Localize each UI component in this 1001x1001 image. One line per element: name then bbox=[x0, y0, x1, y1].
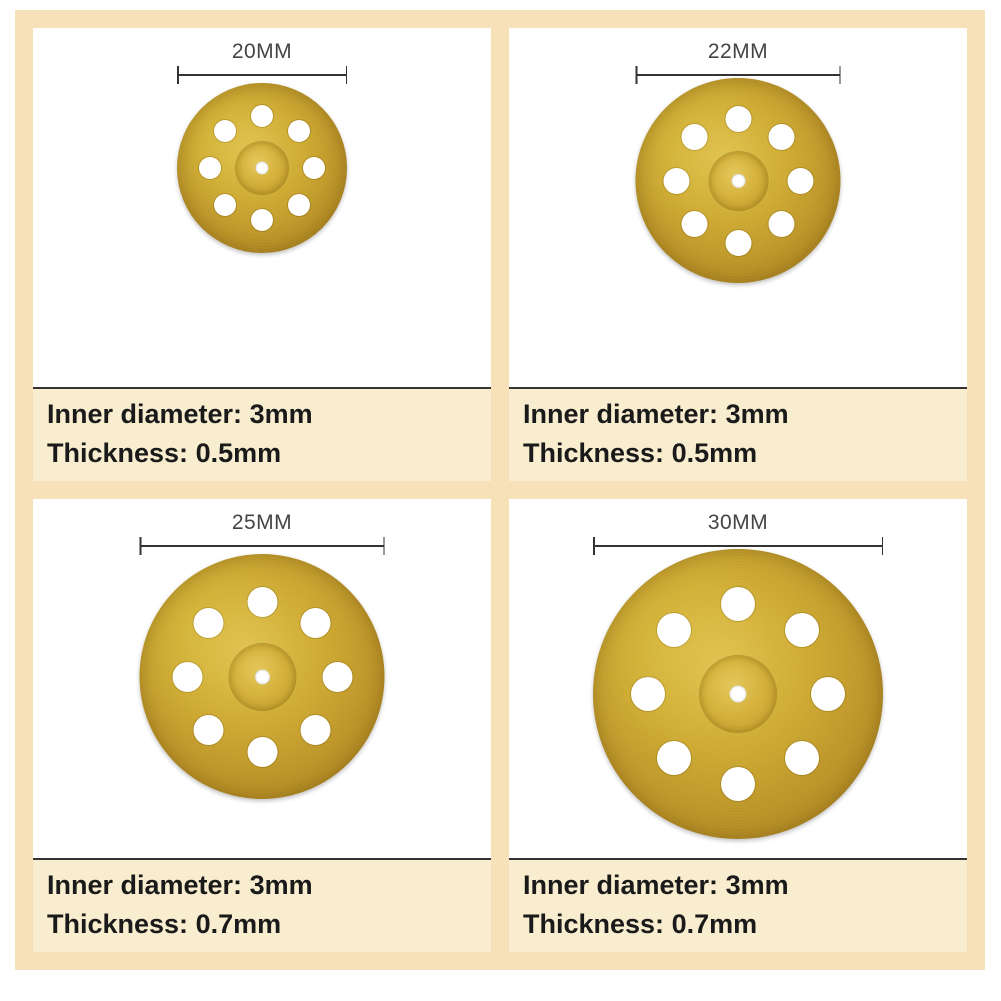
specs-box: Inner diameter: 3mm Thickness: 0.5mm bbox=[509, 387, 967, 481]
disc-hub bbox=[700, 656, 776, 732]
perforation-hole bbox=[251, 209, 273, 231]
dimension-indicator: 20MM bbox=[177, 40, 347, 84]
panel-25mm: 25MM Inner diameter: 3mm Thickness: 0.7m… bbox=[33, 499, 491, 952]
spec-label: Thickness: bbox=[47, 909, 188, 939]
perforation-hole bbox=[288, 120, 310, 142]
perforation-hole bbox=[663, 168, 689, 194]
perforation-hole bbox=[172, 662, 202, 692]
perforation-hole bbox=[251, 105, 273, 127]
center-hole bbox=[731, 174, 745, 188]
perforation-hole bbox=[787, 168, 813, 194]
spec-value: 0.5mm bbox=[672, 438, 758, 468]
spec-label: Inner diameter: bbox=[47, 399, 242, 429]
spec-value: 0.5mm bbox=[196, 438, 282, 468]
perforation-hole bbox=[300, 715, 330, 745]
spec-value: 0.7mm bbox=[196, 909, 282, 939]
inner-diameter-spec: Inner diameter: 3mm bbox=[47, 395, 477, 434]
disc-hub bbox=[709, 152, 767, 210]
product-grid: 20MM Inner diameter: 3mm Thickness: 0.5m… bbox=[15, 10, 985, 970]
disc-area: 25MM bbox=[33, 499, 491, 858]
perforation-hole bbox=[657, 741, 691, 775]
spec-label: Thickness: bbox=[47, 438, 188, 468]
spec-value: 3mm bbox=[726, 870, 789, 900]
perforation-hole bbox=[785, 741, 819, 775]
specs-box: Inner diameter: 3mm Thickness: 0.7mm bbox=[509, 858, 967, 952]
perforation-hole bbox=[288, 194, 310, 216]
perforation-hole bbox=[300, 608, 330, 638]
dimension-label: 22MM bbox=[708, 40, 768, 64]
spec-value: 3mm bbox=[250, 870, 313, 900]
perforation-hole bbox=[785, 613, 819, 647]
spec-label: Thickness: bbox=[523, 909, 664, 939]
inner-diameter-spec: Inner diameter: 3mm bbox=[47, 866, 477, 905]
thickness-spec: Thickness: 0.7mm bbox=[523, 905, 953, 944]
specs-box: Inner diameter: 3mm Thickness: 0.5mm bbox=[33, 387, 491, 481]
specs-box: Inner diameter: 3mm Thickness: 0.7mm bbox=[33, 858, 491, 952]
panel-20mm: 20MM Inner diameter: 3mm Thickness: 0.5m… bbox=[33, 28, 491, 481]
spec-value: 3mm bbox=[250, 399, 313, 429]
spec-value: 0.7mm bbox=[672, 909, 758, 939]
perforation-hole bbox=[194, 608, 224, 638]
perforation-hole bbox=[214, 194, 236, 216]
disc-icon bbox=[636, 78, 841, 283]
perforation-hole bbox=[199, 157, 221, 179]
perforation-hole bbox=[681, 211, 707, 237]
center-hole bbox=[256, 162, 269, 175]
perforation-hole bbox=[247, 587, 277, 617]
dimension-line bbox=[140, 537, 385, 555]
disc-icon bbox=[593, 549, 883, 839]
perforation-hole bbox=[214, 120, 236, 142]
perforation-hole bbox=[721, 767, 755, 801]
perforation-hole bbox=[631, 677, 665, 711]
center-hole bbox=[255, 669, 270, 684]
disc-hub bbox=[236, 142, 288, 194]
thickness-spec: Thickness: 0.5mm bbox=[47, 434, 477, 473]
inner-diameter-spec: Inner diameter: 3mm bbox=[523, 866, 953, 905]
disc-hub bbox=[229, 644, 295, 710]
thickness-spec: Thickness: 0.7mm bbox=[47, 905, 477, 944]
disc-area: 30MM bbox=[509, 499, 967, 858]
panel-30mm: 30MM Inner diameter: 3mm Thickness: 0.7m… bbox=[509, 499, 967, 952]
perforation-hole bbox=[247, 737, 277, 767]
perforation-hole bbox=[725, 106, 751, 132]
disc-icon bbox=[177, 83, 347, 253]
dimension-label: 30MM bbox=[708, 511, 768, 535]
disc-area: 22MM bbox=[509, 28, 967, 387]
panel-22mm: 22MM Inner diameter: 3mm Thickness: 0.5m… bbox=[509, 28, 967, 481]
dimension-label: 25MM bbox=[232, 511, 292, 535]
thickness-spec: Thickness: 0.5mm bbox=[523, 434, 953, 473]
spec-label: Inner diameter: bbox=[523, 870, 718, 900]
center-hole bbox=[730, 686, 747, 703]
perforation-hole bbox=[681, 124, 707, 150]
spec-value: 3mm bbox=[726, 399, 789, 429]
dimension-label: 20MM bbox=[232, 40, 292, 64]
perforation-hole bbox=[725, 230, 751, 256]
disc-area: 20MM bbox=[33, 28, 491, 387]
perforation-hole bbox=[721, 587, 755, 621]
disc-icon bbox=[140, 554, 385, 799]
perforation-hole bbox=[769, 124, 795, 150]
dimension-line bbox=[177, 66, 347, 84]
perforation-hole bbox=[657, 613, 691, 647]
perforation-hole bbox=[811, 677, 845, 711]
perforation-hole bbox=[322, 662, 352, 692]
spec-label: Inner diameter: bbox=[47, 870, 242, 900]
spec-label: Thickness: bbox=[523, 438, 664, 468]
spec-label: Inner diameter: bbox=[523, 399, 718, 429]
perforation-hole bbox=[303, 157, 325, 179]
perforation-hole bbox=[769, 211, 795, 237]
inner-diameter-spec: Inner diameter: 3mm bbox=[523, 395, 953, 434]
dimension-indicator: 25MM bbox=[140, 511, 385, 555]
perforation-hole bbox=[194, 715, 224, 745]
